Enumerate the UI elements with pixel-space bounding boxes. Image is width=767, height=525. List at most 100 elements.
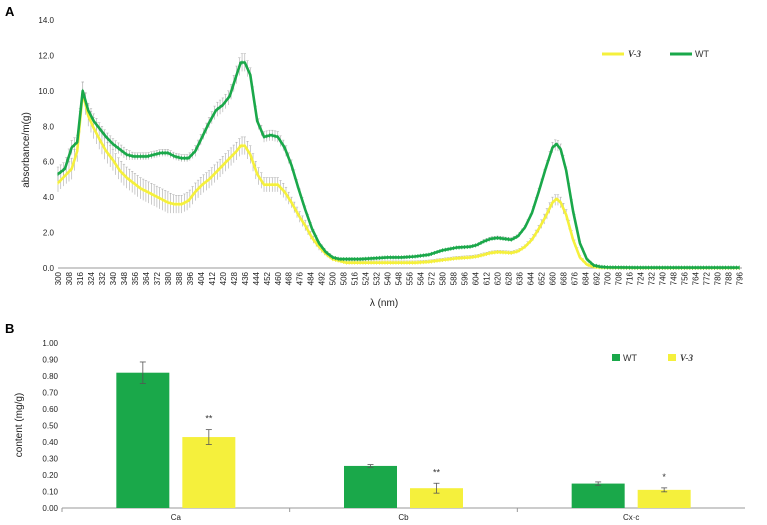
b-bar-v-3-1 — [410, 488, 463, 508]
a-x-tick-label: 532 — [373, 271, 382, 285]
b-y-tick-label: 0.20 — [42, 471, 58, 480]
content-bar-chart: **** * 0.000.100.200.300.400.500.600.700.… — [42, 339, 745, 522]
b-legend: WT V-3 — [612, 353, 694, 363]
a-x-tick-label: 628 — [505, 271, 514, 285]
a-x-ticks: 300 308 316 324 332 340 348 356 364 372 380 388 396 4… — [54, 271, 744, 285]
a-x-tick-label: 636 — [515, 271, 524, 285]
b-y-tick-label: 0.90 — [42, 356, 58, 365]
a-x-tick-label: 516 — [351, 271, 360, 285]
a-legend-wt-label: WT — [695, 49, 709, 59]
a-x-tick-label: 484 — [307, 271, 316, 285]
a-x-tick-label: 444 — [252, 271, 261, 285]
a-x-tick-label: 492 — [318, 271, 327, 285]
b-y-tick-label: 0.50 — [42, 422, 58, 431]
a-x-tick-label: 596 — [461, 271, 470, 285]
b-y-axis-label: content (mg/g) — [14, 393, 25, 457]
b-x-tick-label: Cb — [398, 513, 409, 522]
a-x-tick-label: 348 — [120, 271, 129, 285]
a-x-tick-label: 692 — [592, 271, 601, 285]
a-x-tick-label: 668 — [559, 271, 568, 285]
b-x-tick-label: Cx·c — [623, 513, 639, 522]
a-x-tick-label: 732 — [647, 271, 656, 285]
a-x-tick-label: 724 — [636, 271, 645, 285]
a-y-tick-label: 14.0 — [38, 16, 54, 25]
a-x-tick-label: 708 — [614, 271, 623, 285]
b-bar-v-3-0 — [182, 437, 236, 508]
b-y-tick-label: 0.30 — [42, 455, 58, 464]
a-x-tick-label: 580 — [439, 271, 448, 285]
a-x-tick-label: 700 — [603, 271, 612, 285]
b-y-tick-label: 1.00 — [42, 339, 58, 348]
a-x-tick-label: 588 — [450, 271, 459, 285]
a-y-tick-label: 6.0 — [43, 158, 55, 167]
b-significance-label: ** — [205, 414, 213, 424]
a-x-tick-label: 404 — [197, 271, 206, 285]
b-bar-wt-2 — [571, 483, 625, 508]
a-x-tick-label: 388 — [175, 271, 184, 285]
a-x-tick-label: 524 — [362, 271, 371, 285]
a-series-line-v-3 — [57, 91, 740, 270]
panel-a-label: A — [5, 4, 15, 19]
b-bar-wt-0 — [116, 372, 170, 508]
a-x-tick-label: 316 — [76, 271, 85, 285]
a-x-tick-label: 300 — [54, 271, 63, 285]
a-x-tick-label: 620 — [494, 271, 503, 285]
a-x-tick-label: 372 — [153, 271, 162, 285]
a-x-tick-label: 612 — [483, 271, 492, 285]
a-x-tick-label: 684 — [581, 271, 590, 285]
a-legend: V-3 WT — [602, 49, 709, 59]
a-x-tick-label: 764 — [691, 271, 700, 285]
a-y-tick-label: 12.0 — [38, 51, 54, 60]
a-x-tick-label: 660 — [548, 271, 557, 285]
a-x-tick-label: 564 — [417, 271, 426, 285]
a-x-tick-label: 324 — [87, 271, 96, 285]
a-x-tick-label: 548 — [395, 271, 404, 285]
a-x-tick-label: 788 — [724, 271, 733, 285]
b-bars: **** * — [116, 361, 691, 508]
a-x-tick-label: 308 — [65, 271, 74, 285]
a-x-tick-label: 476 — [296, 271, 305, 285]
a-y-tick-label: 8.0 — [43, 122, 55, 131]
a-x-tick-label: 556 — [406, 271, 415, 285]
b-legend-wt-label: WT — [623, 353, 637, 363]
a-y-tick-label: 10.0 — [38, 87, 54, 96]
a-y-tick-label: 2.0 — [43, 229, 55, 238]
a-x-tick-label: 604 — [472, 271, 481, 285]
b-x-ticks: Ca Cb Cx·c — [171, 513, 640, 522]
a-x-tick-label: 468 — [285, 271, 294, 285]
a-x-tick-label: 452 — [263, 271, 272, 285]
b-y-tick-label: 0.60 — [42, 405, 58, 414]
b-y-tick-label: 0.10 — [42, 488, 58, 497]
b-axes — [61, 507, 745, 512]
a-x-tick-label: 500 — [329, 271, 338, 285]
a-x-tick-label: 332 — [98, 271, 107, 285]
a-y-axis-label: absorbance/m(g) — [21, 112, 32, 188]
b-y-tick-label: 0.00 — [42, 504, 58, 513]
b-y-ticks: 0.00 0.10 0.20 0.30 0.40 0.50 0.60 0.70 0.80 0.90… — [42, 339, 58, 513]
a-y-tick-label: 0.0 — [43, 264, 55, 273]
a-x-tick-label: 340 — [109, 271, 118, 285]
panel-b-label: B — [5, 321, 14, 336]
a-x-tick-label: 676 — [570, 271, 579, 285]
a-x-tick-label: 420 — [219, 271, 228, 285]
b-legend-v3-swatch — [668, 354, 676, 361]
b-x-tick-label: Ca — [171, 513, 182, 522]
a-x-tick-label: 716 — [625, 271, 634, 285]
a-x-tick-label: 644 — [526, 271, 535, 285]
a-x-axis-label: λ (nm) — [370, 298, 398, 309]
b-y-tick-label: 0.40 — [42, 438, 58, 447]
b-bar-v-3-2 — [637, 489, 691, 508]
a-legend-v3-label: V-3 — [628, 49, 642, 59]
a-y-tick-label: 4.0 — [43, 193, 55, 202]
a-x-tick-label: 572 — [428, 271, 437, 285]
a-x-tick-label: 740 — [658, 271, 667, 285]
a-x-tick-label: 380 — [164, 271, 173, 285]
a-x-tick-label: 436 — [241, 271, 250, 285]
a-x-tick-label: 772 — [702, 271, 711, 285]
a-x-tick-label: 356 — [131, 271, 140, 285]
a-y-ticks: 0.0 2.0 4.0 6.0 8.0 10.0 12.0 14.0 — [38, 16, 54, 273]
a-x-tick-label: 780 — [713, 271, 722, 285]
b-legend-wt-swatch — [612, 354, 620, 361]
b-significance-label: * — [662, 472, 666, 482]
